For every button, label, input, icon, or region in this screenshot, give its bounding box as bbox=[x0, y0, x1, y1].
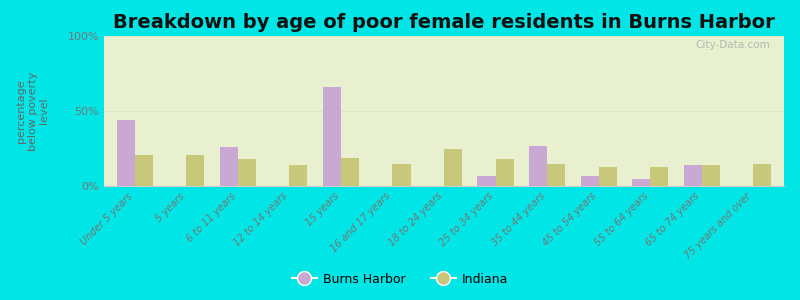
Bar bbox=[495, 159, 514, 186]
Bar bbox=[702, 165, 720, 186]
Bar bbox=[547, 164, 565, 186]
Bar bbox=[529, 146, 547, 186]
Bar bbox=[186, 154, 205, 186]
Bar bbox=[753, 164, 771, 186]
Bar bbox=[598, 167, 617, 186]
Bar bbox=[444, 148, 462, 186]
Bar bbox=[341, 158, 359, 186]
Bar bbox=[650, 167, 668, 186]
Bar bbox=[220, 147, 238, 186]
Bar bbox=[117, 120, 135, 186]
Bar bbox=[581, 176, 598, 186]
Text: City-Data.com: City-Data.com bbox=[696, 40, 770, 50]
Bar bbox=[393, 164, 410, 186]
Bar bbox=[632, 178, 650, 186]
Bar bbox=[323, 87, 341, 186]
Bar bbox=[478, 176, 495, 186]
Text: percentage
below poverty
level: percentage below poverty level bbox=[16, 71, 50, 151]
Bar bbox=[683, 165, 702, 186]
Bar bbox=[290, 165, 307, 186]
Title: Breakdown by age of poor female residents in Burns Harbor: Breakdown by age of poor female resident… bbox=[113, 13, 775, 32]
Legend: Burns Harbor, Indiana: Burns Harbor, Indiana bbox=[286, 268, 514, 291]
Bar bbox=[135, 154, 153, 186]
Bar bbox=[238, 159, 256, 186]
